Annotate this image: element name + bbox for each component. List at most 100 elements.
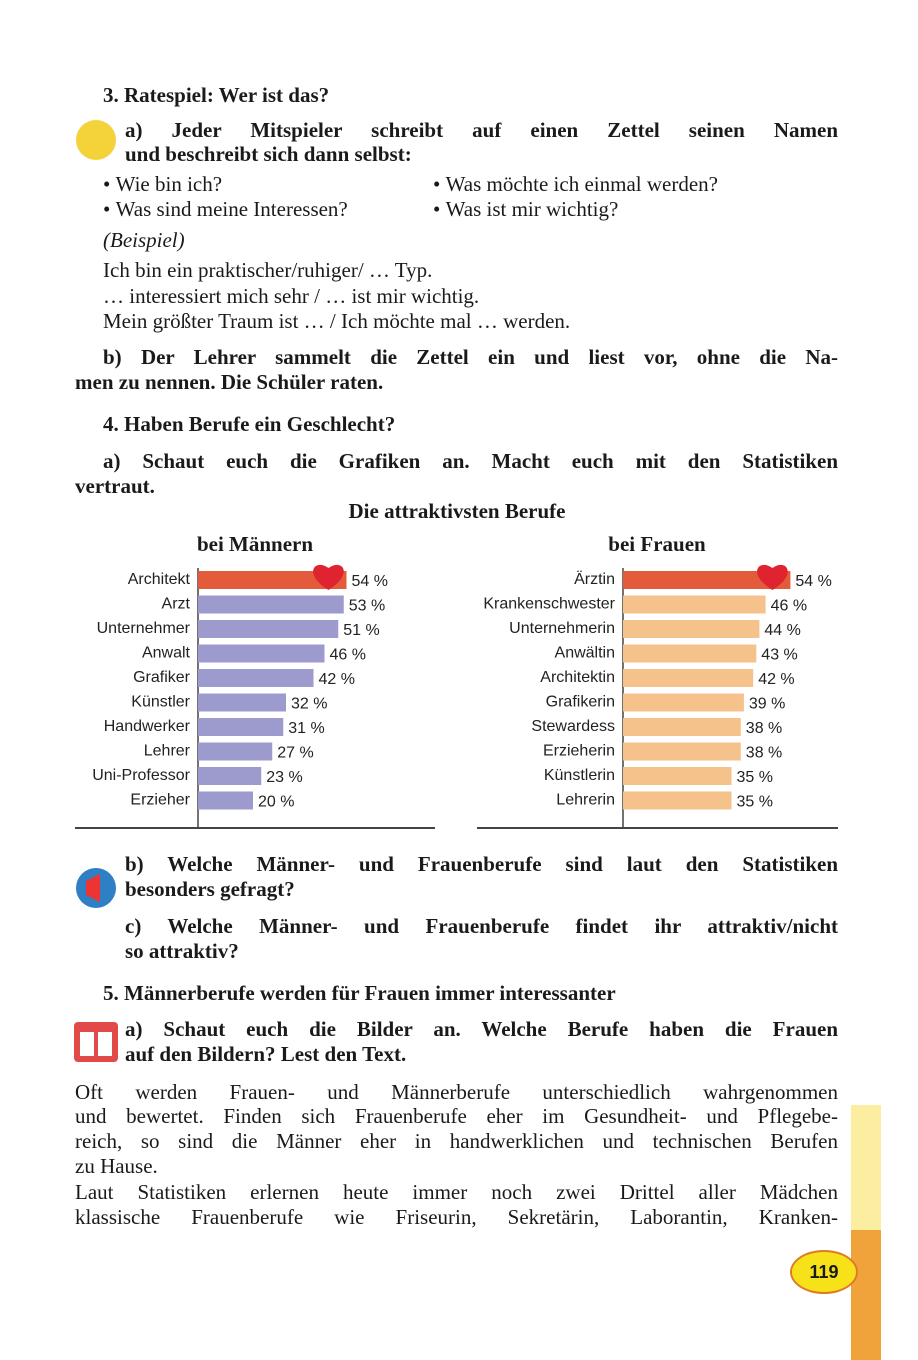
- text-line: reich, so sind die Männer eher in handwe…: [75, 1129, 838, 1153]
- page-number: 119: [790, 1250, 858, 1294]
- category-label: Unternehmerin: [509, 620, 615, 637]
- value-label: 27 %: [277, 745, 313, 762]
- value-label: 44 %: [764, 622, 800, 639]
- category-label: Grafikerin: [546, 694, 615, 711]
- category-label: Uni-Professor: [92, 767, 190, 784]
- value-label: 43 %: [761, 647, 797, 664]
- value-label: 35 %: [737, 794, 773, 811]
- category-label: Architekt: [128, 571, 191, 588]
- bar: [198, 620, 339, 638]
- ex4-c: so attraktiv?: [125, 939, 239, 963]
- chart-heading: Die attraktivsten Berufe: [348, 499, 566, 523]
- bar: [198, 693, 286, 712]
- ex3-a: und beschreibt sich dann selbst:: [125, 142, 412, 166]
- chart-title: bei Männern: [196, 532, 314, 556]
- value-label: 20 %: [258, 794, 294, 811]
- icon-write: [76, 120, 116, 160]
- ex3-b: men zu nennen. Die Schüler raten.: [75, 370, 384, 394]
- value-label: 35 %: [737, 769, 773, 786]
- category-label: Stewardess: [531, 718, 615, 735]
- ex5-a: auf den Bildern? Lest den Text.: [125, 1042, 407, 1066]
- icon-book-pages: [80, 1032, 112, 1056]
- ex4-a: a) Schaut euch die Grafiken an. Macht eu…: [103, 449, 838, 473]
- ex5-a: a) Schaut euch die Bilder an. Welche Ber…: [125, 1017, 838, 1041]
- category-label: Erzieher: [130, 792, 190, 809]
- value-label: 39 %: [749, 696, 785, 713]
- value-label: 46 %: [771, 598, 807, 615]
- heart: [757, 564, 788, 590]
- ex4-c: c) Welche Männer- und Frauenberufe finde…: [125, 914, 838, 938]
- text-line: Oft werden Frauen- und Männerberufe unte…: [75, 1080, 838, 1104]
- bar: [623, 595, 766, 614]
- value-label: 23 %: [266, 769, 302, 786]
- value-label: 32 %: [291, 696, 327, 713]
- bullet: Was ist mir wichtig?: [433, 196, 619, 222]
- bar: [623, 693, 744, 712]
- bar: [198, 791, 253, 810]
- bar: [623, 791, 732, 810]
- example-line: Ich bin ein praktischer/ruhiger/ … Typ.: [103, 258, 433, 282]
- value-label: 54 %: [352, 573, 388, 590]
- chart-title: bei Frauen: [608, 532, 706, 556]
- ex3-a: a) Jeder Mitspieler schreibt auf einen Z…: [125, 118, 838, 142]
- category-label: Lehrerin: [556, 792, 615, 809]
- value-label: 38 %: [746, 720, 782, 737]
- value-label: 46 %: [330, 647, 366, 664]
- bullet: Was möchte ich einmal werden?: [433, 171, 718, 197]
- value-label: 51 %: [343, 622, 379, 639]
- ex5-title: 5. Männerberufe werden für Frauen immer …: [103, 981, 616, 1005]
- bar: [198, 718, 284, 736]
- category-label: Erzieherin: [543, 743, 615, 760]
- bar: [623, 571, 791, 589]
- category-label: Grafiker: [133, 669, 191, 686]
- category-label: Handwerker: [104, 718, 191, 735]
- category-label: Krankenschwester: [483, 596, 615, 613]
- category-label: Künstlerin: [544, 767, 615, 784]
- example-line: Mein größter Traum ist … / Ich möchte ma…: [103, 309, 571, 333]
- text-line: Laut Statistiken erlernen heute immer no…: [75, 1180, 838, 1204]
- bar: [198, 595, 344, 614]
- value-label: 42 %: [319, 671, 355, 688]
- heart: [313, 564, 344, 590]
- category-label: Anwältin: [555, 645, 615, 662]
- bar: [623, 742, 741, 761]
- example-label: (Beispiel): [103, 228, 185, 252]
- category-label: Lehrer: [144, 743, 191, 760]
- bar: [198, 644, 325, 663]
- category-label: Architektin: [540, 669, 615, 686]
- icon-megaphone: [86, 874, 100, 902]
- category-label: Anwalt: [142, 645, 191, 662]
- ex3-b: b) Der Lehrer sammelt die Zettel ein und…: [103, 345, 838, 369]
- category-label: Künstler: [131, 694, 190, 711]
- ex4-b: b) Welche Männer- und Frauenberufe sind …: [125, 852, 838, 876]
- bar: [198, 669, 314, 687]
- text-line: klassische Frauenberufe wie Friseurin, S…: [75, 1205, 838, 1229]
- ex4-title: 4. Haben Berufe ein Geschlecht?: [103, 412, 396, 436]
- category-label: Unternehmer: [97, 620, 191, 637]
- text-line: und bewertet. Finden sich Frauenberufe e…: [75, 1104, 838, 1128]
- bar: [198, 767, 262, 785]
- bar: [623, 620, 760, 638]
- value-label: 38 %: [746, 745, 782, 762]
- value-label: 42 %: [758, 671, 794, 688]
- ex4-a: vertraut.: [75, 474, 155, 498]
- example-line: … interessiert mich sehr / … ist mir wic…: [103, 284, 480, 308]
- value-label: 31 %: [288, 720, 324, 737]
- ex4-b: besonders gefragt?: [125, 877, 295, 901]
- ex3-title: 3. Ratespiel: Wer ist das?: [103, 83, 330, 107]
- category-label: Ärztin: [574, 570, 615, 588]
- bar: [198, 742, 273, 761]
- bar: [623, 718, 741, 736]
- value-label: 53 %: [349, 598, 385, 615]
- side-strip-accent: [851, 1230, 881, 1360]
- bar: [623, 644, 757, 663]
- category-label: Arzt: [162, 596, 191, 613]
- value-label: 54 %: [795, 573, 831, 590]
- bar: [198, 571, 347, 589]
- bar: [623, 767, 732, 785]
- bullet: Wie bin ich?: [103, 171, 222, 197]
- bar: [623, 669, 754, 687]
- text-line: zu Hause.: [75, 1154, 158, 1178]
